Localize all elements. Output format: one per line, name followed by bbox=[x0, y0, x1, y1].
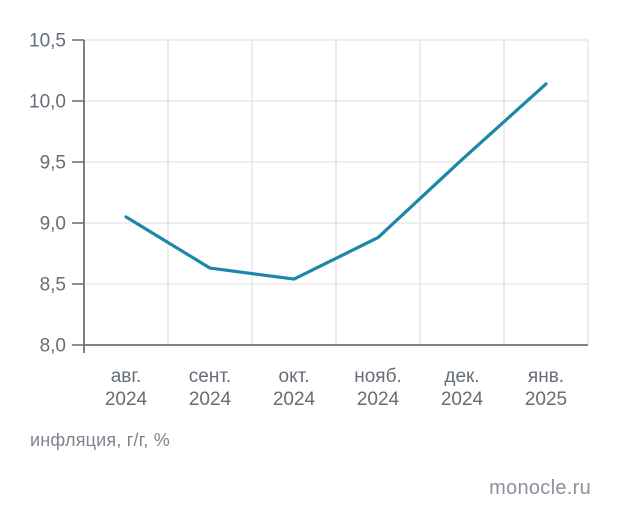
y-tick-label: 9,5 bbox=[40, 153, 66, 174]
x-tick-label: авг. 2024 bbox=[105, 366, 148, 410]
x-tick-label: янв. 2025 bbox=[525, 366, 567, 410]
inflation-line bbox=[124, 82, 548, 281]
y-tick-label: 8,5 bbox=[40, 275, 66, 296]
axis-ticks bbox=[72, 39, 84, 346]
axes bbox=[83, 40, 588, 353]
y-tick-label: 8,0 bbox=[40, 336, 66, 357]
y-axis-labels: 8,0 8,5 9,0 9,5 10,0 10,5 bbox=[29, 31, 66, 357]
y-tick-label: 10,5 bbox=[29, 31, 66, 52]
y-tick-label: 9,0 bbox=[40, 214, 66, 235]
x-tick-label: окт. 2024 bbox=[273, 366, 316, 410]
source-watermark: monocle.ru bbox=[489, 477, 591, 499]
x-axis-labels: авг. 2024 сент. 2024 окт. 2024 нояб. 2024 дек. 20… bbox=[105, 366, 567, 410]
x-tick-label: сент. 2024 bbox=[189, 366, 232, 410]
x-tick-label: дек. 2024 bbox=[441, 366, 484, 410]
chart-canvas: 8,0 8,5 9,0 9,5 10,0 10,5 авг. 2024 сент. 2024 ок… bbox=[29, 31, 589, 410]
x-tick-label: нояб. 2024 bbox=[354, 366, 402, 410]
chart-footnote: инфляция, г/г, % bbox=[30, 430, 170, 450]
y-tick-label: 10,0 bbox=[29, 92, 66, 113]
gridlines bbox=[84, 39, 589, 345]
